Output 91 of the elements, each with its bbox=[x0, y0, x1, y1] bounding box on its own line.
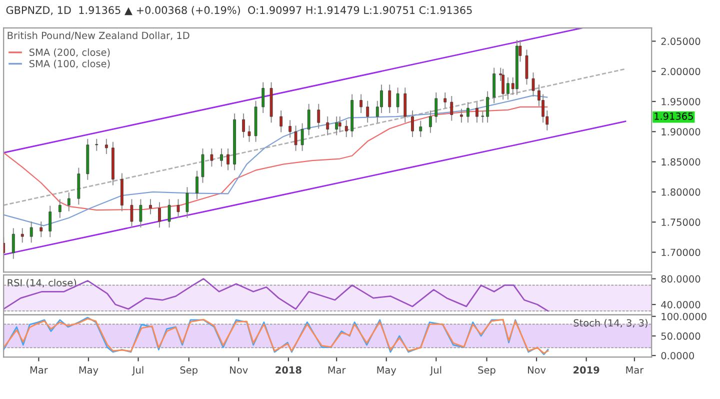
candlestick bbox=[481, 110, 484, 124]
candlestick bbox=[210, 148, 214, 168]
candlestick bbox=[360, 94, 362, 114]
candlestick bbox=[338, 116, 342, 133]
x-tick-label: Mar bbox=[30, 366, 48, 374]
y-tick-label: 2.00000 bbox=[661, 68, 700, 76]
legend-label: SMA (200, close) bbox=[30, 48, 110, 58]
candlestick bbox=[506, 76, 510, 100]
y-tick-label: 1.80000 bbox=[662, 188, 700, 196]
x-tick-label: Sep bbox=[180, 366, 198, 376]
candlestick bbox=[196, 170, 198, 200]
candlestick bbox=[380, 84, 383, 114]
candlestick bbox=[404, 87, 407, 124]
candlestick bbox=[67, 192, 70, 212]
x-tick-label: Nov bbox=[230, 366, 248, 374]
candlestick bbox=[201, 148, 204, 184]
candlestick bbox=[58, 198, 62, 218]
candlestick bbox=[242, 113, 245, 138]
candlestick bbox=[466, 102, 470, 124]
candlestick bbox=[168, 198, 171, 228]
candlestick bbox=[226, 148, 230, 171]
y-tick-label: 40.0000 bbox=[661, 300, 700, 308]
x-tick-label: Sep bbox=[478, 366, 496, 376]
y-tick-label: 1.70000 bbox=[662, 248, 700, 256]
candlestick bbox=[317, 103, 320, 130]
candlestick bbox=[262, 82, 265, 114]
candlestick bbox=[248, 125, 251, 142]
x-tick-label: Jul bbox=[430, 366, 442, 376]
candlestick bbox=[186, 186, 189, 218]
chart-title: GBPNZD, 1D 1.91365 ▲ +0.00368 (+0.19%) O:1.90997 H:1.91479 L:1.90751 C:1.91365 bbox=[6, 6, 472, 16]
candlestick bbox=[12, 228, 15, 260]
x-tick-label: 2019 bbox=[574, 366, 600, 374]
x-tick-label: Mar bbox=[328, 366, 346, 374]
legend-label: SMA (100, close) bbox=[30, 60, 110, 68]
candlestick bbox=[30, 220, 33, 244]
candlestick bbox=[428, 110, 432, 134]
candlestick bbox=[388, 84, 392, 114]
y-tick-label: 2.05000 bbox=[661, 38, 700, 46]
candlestick bbox=[532, 72, 535, 98]
candlestick bbox=[95, 138, 98, 152]
candlestick bbox=[294, 125, 298, 152]
text: 1.91365 bbox=[654, 112, 693, 120]
candlestick bbox=[288, 120, 292, 138]
candlestick bbox=[434, 92, 438, 124]
y-tick-label: 1.95000 bbox=[662, 98, 700, 106]
candlestick bbox=[492, 67, 496, 104]
candlestick bbox=[158, 202, 161, 228]
candlestick bbox=[20, 228, 24, 244]
candlestick bbox=[280, 110, 283, 133]
y-tick-label: 100.0000 bbox=[662, 312, 706, 320]
x-tick-label: 2018 bbox=[276, 366, 302, 374]
y-tick-label: 80.0000 bbox=[661, 275, 700, 283]
line-series bbox=[4, 278, 549, 312]
candlestick bbox=[460, 108, 463, 124]
candlestick bbox=[444, 92, 447, 109]
candlestick bbox=[450, 96, 454, 122]
candlestick bbox=[300, 122, 304, 152]
x-tick-label: May bbox=[79, 366, 98, 376]
candlestick bbox=[149, 198, 152, 215]
candlestick bbox=[366, 100, 370, 124]
chart-title: Stoch (14, 3, 3) bbox=[574, 319, 648, 328]
y-tick-label: 0.0000 bbox=[661, 352, 694, 360]
candlestick bbox=[542, 94, 544, 124]
candlestick bbox=[502, 68, 504, 100]
candlestick bbox=[220, 148, 223, 168]
candlestick bbox=[344, 120, 348, 138]
candlestick bbox=[48, 205, 52, 238]
x-tick-label: Jul bbox=[132, 366, 144, 376]
candlestick bbox=[176, 198, 180, 218]
candlestick bbox=[139, 198, 142, 228]
candlestick bbox=[104, 138, 108, 154]
x-tick-label: Nov bbox=[528, 366, 546, 374]
candlestick bbox=[525, 49, 528, 86]
candlestick bbox=[486, 90, 489, 124]
candlestick bbox=[40, 220, 43, 238]
candlestick bbox=[130, 198, 134, 228]
candlestick bbox=[476, 102, 478, 124]
candlestick bbox=[419, 120, 422, 138]
candlestick bbox=[411, 110, 414, 138]
y-tick-label: 1.90000 bbox=[662, 128, 700, 136]
y-tick-label: 50.0000 bbox=[661, 332, 700, 340]
line-series bbox=[4, 94, 548, 226]
candlestick bbox=[326, 116, 330, 136]
chart-subtitle: British Pound/New Zealand Dollar, 1D bbox=[8, 32, 190, 40]
x-tick-label: May bbox=[377, 366, 396, 376]
candlestick bbox=[335, 116, 338, 136]
candlestick bbox=[396, 87, 400, 114]
y-tick-label: 1.75000 bbox=[662, 218, 700, 226]
candlestick bbox=[307, 103, 310, 136]
x-tick-label: Mar bbox=[626, 366, 644, 374]
y-tick-label: 1.85000 bbox=[662, 158, 700, 166]
